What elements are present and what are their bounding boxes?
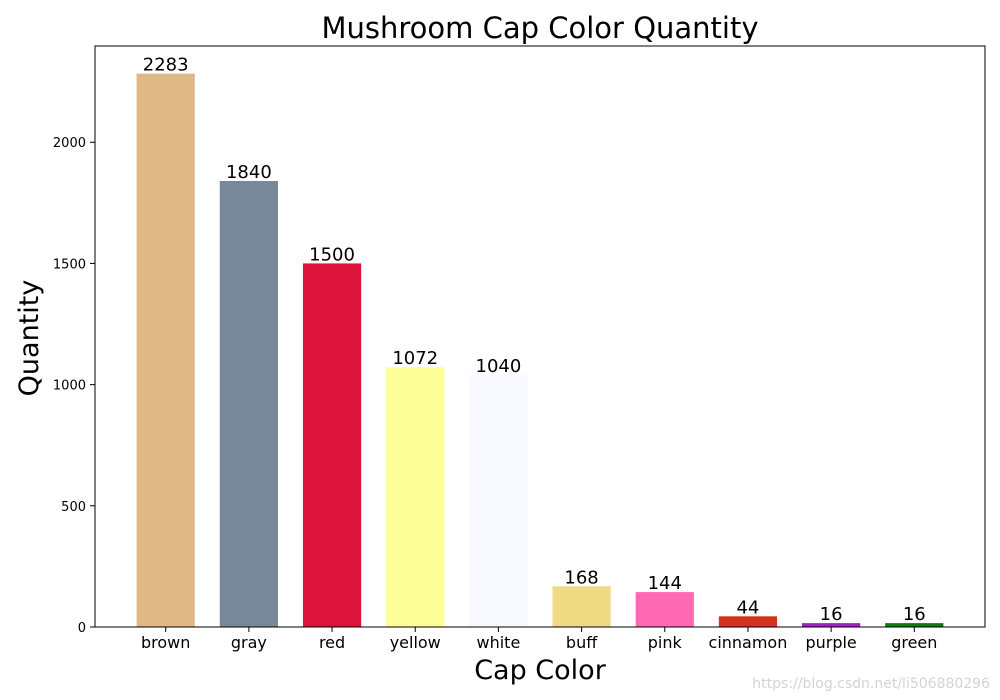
x-tick-label-yellow: yellow <box>390 633 441 652</box>
x-tick-label-white: white <box>477 633 521 652</box>
plot-frame <box>94 45 986 628</box>
data-label-brown: 2283 <box>143 55 189 76</box>
data-label-green: 16 <box>903 604 926 625</box>
x-tick-label-pink: pink <box>648 633 683 652</box>
data-label-cinnamon: 44 <box>736 597 759 618</box>
y-ticks-group: 0 500 1000 1500 2000 <box>53 136 95 636</box>
data-label-yellow: 1072 <box>392 348 438 369</box>
y-tick-label-1000: 1000 <box>53 379 86 394</box>
bar-brown <box>136 73 195 628</box>
x-tick-label-gray: gray <box>231 633 267 652</box>
data-label-buff: 168 <box>564 567 598 588</box>
x-ticks-group: brown gray red yellow white buff pink cinnamon p… <box>141 627 937 652</box>
bar-green <box>885 623 944 627</box>
bars-group <box>136 73 944 628</box>
y-tick-label-2000: 2000 <box>53 136 86 151</box>
data-labels-group: 2283 1840 1500 1072 1040 168 144 44 16 16 <box>143 55 926 625</box>
data-label-pink: 144 <box>648 573 682 594</box>
bar-red <box>302 263 362 627</box>
watermark-text: https://blog.csdn.net/li506880296 <box>752 676 990 692</box>
data-label-purple: 16 <box>820 604 843 625</box>
bar-white <box>469 374 528 627</box>
x-tick-label-green: green <box>891 633 937 652</box>
x-tick-label-cinnamon: cinnamon <box>709 633 788 652</box>
bar-buff <box>552 586 611 627</box>
data-label-white: 1040 <box>476 356 522 377</box>
x-tick-label-brown: brown <box>141 633 190 652</box>
data-label-gray: 1840 <box>226 162 272 183</box>
x-axis-label: Cap Color <box>474 655 607 686</box>
y-tick-label-1500: 1500 <box>53 257 86 272</box>
bar-pink <box>635 592 694 627</box>
bar-cinnamon <box>718 616 778 627</box>
data-label-red: 1500 <box>309 244 355 265</box>
bar-purple <box>802 623 861 627</box>
y-tick-label-0: 0 <box>78 621 86 636</box>
y-axis-label: Quantity <box>14 280 45 397</box>
y-tick-label-500: 500 <box>61 500 86 515</box>
x-tick-label-buff: buff <box>566 633 598 652</box>
x-tick-label-red: red <box>319 633 345 652</box>
bar-gray <box>219 181 278 628</box>
bar-yellow <box>386 367 445 627</box>
x-tick-label-purple: purple <box>805 633 856 652</box>
chart-title: Mushroom Cap Color Quantity <box>321 11 758 45</box>
